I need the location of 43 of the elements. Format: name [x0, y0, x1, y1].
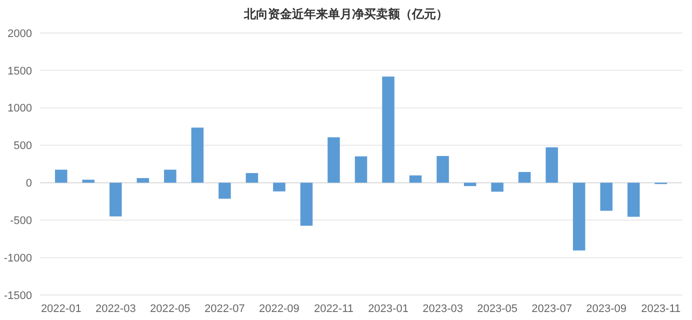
bar	[246, 173, 258, 183]
x-tick-label: 2023-09	[586, 303, 627, 315]
x-tick-label: 2022-11	[314, 303, 354, 315]
y-tick-label: 1000	[8, 102, 32, 115]
bar	[354, 156, 368, 183]
x-tick-label: 2022-07	[204, 303, 245, 315]
bar	[491, 182, 504, 192]
x-tick-label: 2023-11	[641, 303, 681, 315]
y-tick-label: 0	[26, 178, 32, 190]
bar	[436, 156, 449, 183]
x-tick-label: 2023-01	[368, 303, 408, 315]
bar	[300, 182, 313, 226]
x-tick-label: 2023-07	[532, 303, 572, 315]
y-tick-label: 500	[14, 140, 32, 152]
y-tick-label: -500	[10, 214, 32, 227]
bar	[409, 175, 422, 183]
bar	[191, 128, 204, 183]
bar	[328, 137, 340, 183]
bar	[82, 180, 95, 183]
bar	[600, 182, 612, 211]
chart-title: 北向资金近年来单月净买卖额（亿元）	[243, 7, 448, 21]
y-tick-label: -1500	[4, 290, 32, 302]
x-tick-label: 2022-01	[40, 303, 82, 315]
y-tick-label: 1500	[8, 65, 32, 78]
bar	[382, 76, 394, 183]
x-tick-label: 2023-05	[477, 303, 518, 315]
bar	[464, 182, 476, 186]
y-tick-label: 2000	[8, 28, 32, 40]
bar	[110, 182, 122, 216]
bar	[218, 182, 231, 199]
bar	[136, 178, 150, 183]
bar	[164, 170, 176, 183]
x-tick-label: 2022-09	[259, 303, 300, 315]
x-tick-label: 2022-05	[150, 303, 190, 315]
bar	[54, 170, 68, 183]
bar	[273, 182, 286, 192]
x-tick-label: 2022-03	[95, 303, 136, 315]
y-tick-label: -1000	[4, 252, 32, 264]
bar	[572, 182, 586, 250]
bar	[627, 182, 640, 217]
x-tick-label: 2023-03	[422, 303, 463, 315]
bar	[518, 172, 531, 183]
bar	[546, 147, 558, 183]
